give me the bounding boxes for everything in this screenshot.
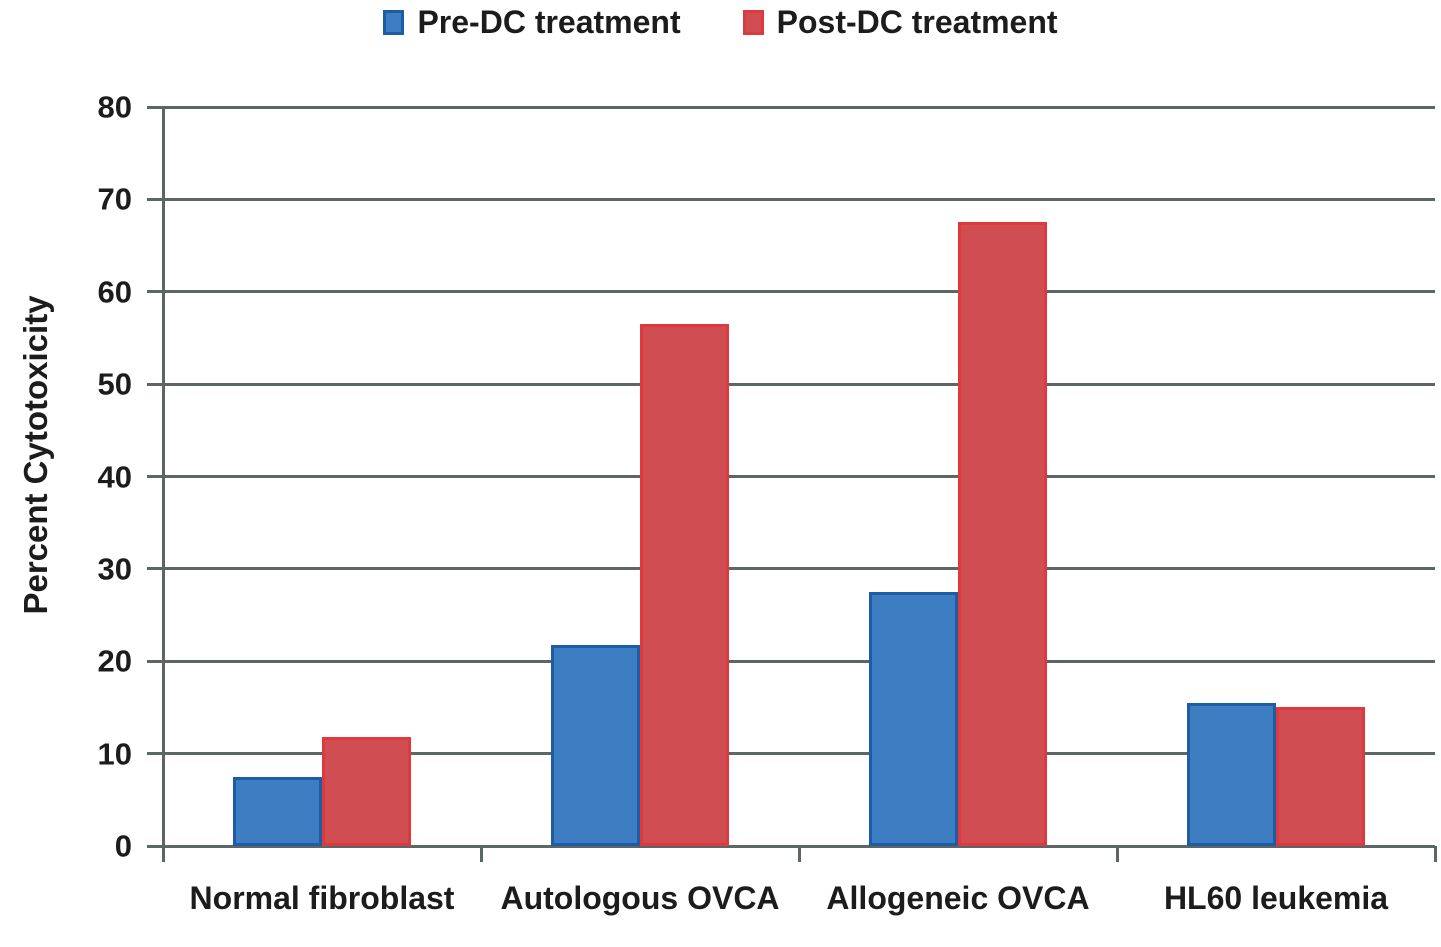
- bar-post-dc: [640, 324, 729, 846]
- gridline: [163, 567, 1435, 571]
- gridline: [163, 382, 1435, 386]
- bar-post-dc: [958, 222, 1047, 846]
- y-tick-label: 70: [97, 181, 132, 217]
- bar-post-dc: [1276, 707, 1365, 846]
- gridline: [163, 752, 1435, 756]
- legend-swatch-icon: [383, 10, 405, 35]
- x-axis-tick: [161, 846, 165, 862]
- legend-label: Pre-DC treatment: [417, 4, 681, 40]
- x-category-label: Normal fibroblast: [189, 880, 455, 916]
- y-axis-tick: [147, 382, 163, 386]
- y-tick-label: 80: [97, 89, 132, 125]
- y-axis-tick: [147, 659, 163, 663]
- legend-swatch-icon: [742, 10, 764, 35]
- plot-area: 0 10 20 30 40 50 60 70 80 Normal fibroblast Autolo…: [98, 92, 1437, 914]
- x-axis-tick: [797, 846, 801, 862]
- y-axis-title: Percent Cytotoxicity: [17, 295, 54, 615]
- x-axis-tick: [1115, 846, 1119, 862]
- y-axis-tick: [147, 475, 163, 478]
- x-category-label: Autologous OVCA: [500, 880, 780, 916]
- y-tick-label: 30: [97, 551, 132, 587]
- legend-label: Post-DC treatment: [776, 4, 1058, 40]
- gridline: [163, 290, 1435, 294]
- y-tick-label: 60: [97, 274, 132, 310]
- y-axis-tick: [147, 844, 163, 848]
- y-tick-label: 20: [97, 643, 132, 679]
- gridline: [163, 105, 1435, 109]
- bar-pre-dc: [1187, 702, 1276, 846]
- bar-pre-dc: [551, 644, 640, 846]
- gridline: [163, 659, 1435, 663]
- y-tick-label: 0: [114, 828, 132, 864]
- x-axis-tick: [1433, 846, 1437, 862]
- gridline: [163, 197, 1435, 201]
- x-category-label: Allogeneic OVCA: [826, 880, 1090, 916]
- y-axis-tick: [147, 290, 163, 294]
- y-axis-line: [161, 107, 165, 860]
- chart-legend: Pre-DC treatment Post-DC treatment: [0, 4, 1441, 41]
- bar-pre-dc: [869, 591, 958, 846]
- y-axis-tick: [147, 567, 163, 571]
- bar-pre-dc: [233, 776, 322, 846]
- y-tick-label: 40: [97, 459, 132, 494]
- x-axis-tick: [479, 846, 483, 862]
- y-axis-tick: [147, 105, 163, 109]
- legend-item: Post-DC treatment: [742, 4, 1058, 41]
- y-tick-label: 50: [97, 366, 132, 402]
- y-axis-tick: [147, 197, 163, 201]
- gridline: [163, 475, 1435, 478]
- bar-post-dc: [322, 737, 411, 846]
- x-category-label: HL60 leukemia: [1163, 880, 1389, 916]
- y-axis-tick: [147, 752, 163, 756]
- legend-item: Pre-DC treatment: [383, 4, 681, 41]
- y-tick-label: 10: [97, 736, 132, 772]
